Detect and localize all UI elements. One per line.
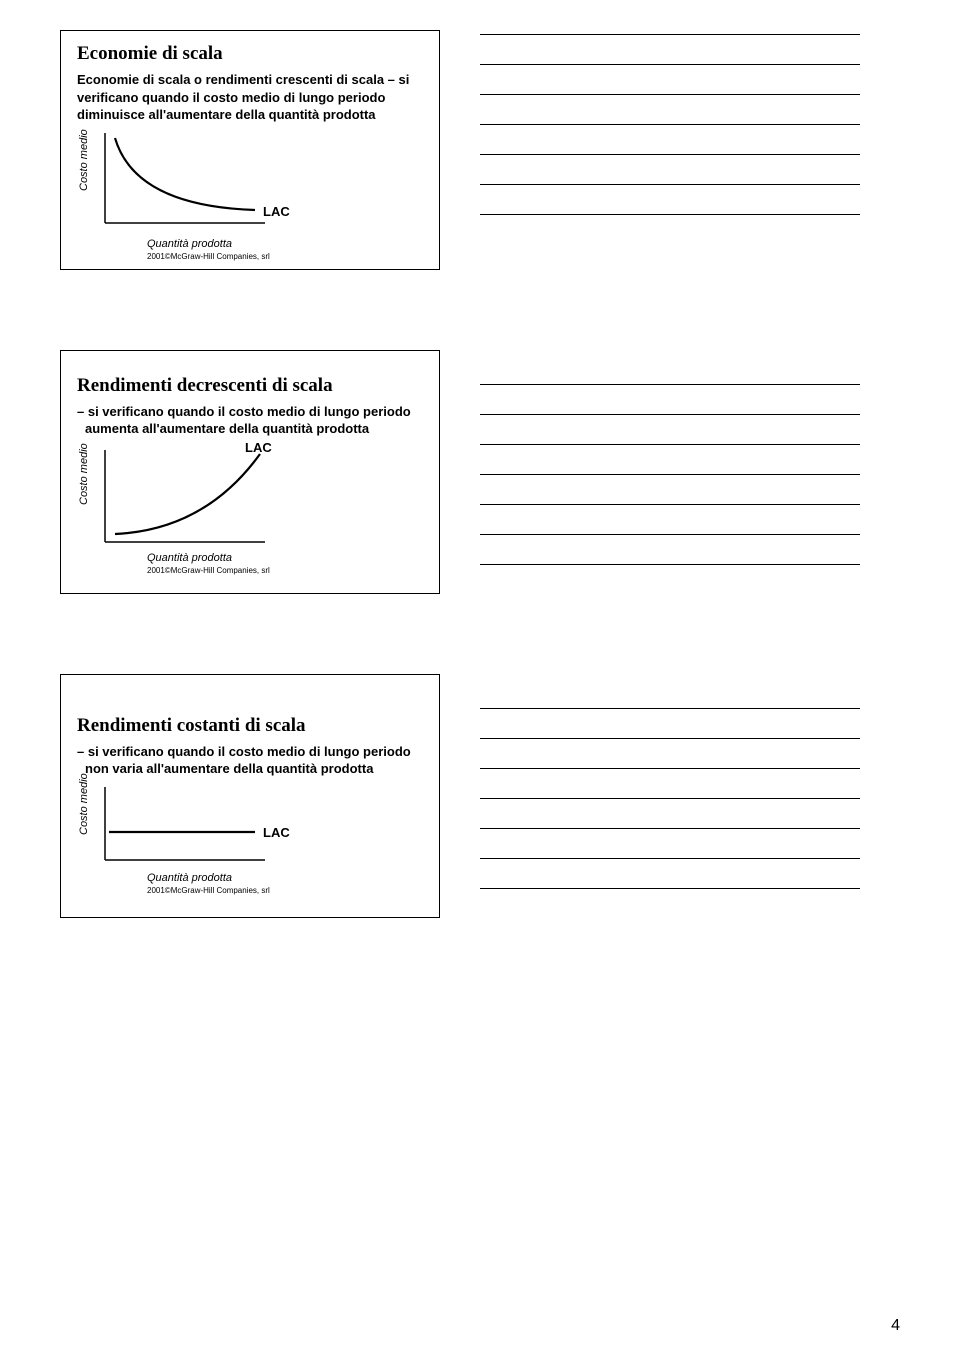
panel-title: Rendimenti decrescenti di scala: [77, 375, 423, 397]
row-3: Rendimenti costanti di scala – si verifi…: [60, 674, 900, 918]
copyright: 2001©McGraw-Hill Companies, srl: [147, 252, 423, 261]
note-line: [480, 858, 860, 859]
page-number: 4: [891, 1317, 900, 1335]
copyright: 2001©McGraw-Hill Companies, srl: [147, 886, 423, 895]
note-line: [480, 534, 860, 535]
note-line: [480, 154, 860, 155]
y-axis-label: Costo medio: [78, 177, 90, 191]
panel-desc: – si verificano quando il costo medio di…: [77, 403, 423, 438]
curve-label: LAC: [263, 825, 290, 840]
note-line: [480, 64, 860, 65]
note-lines-2: [480, 350, 860, 594]
note-line: [480, 798, 860, 799]
chart-economie: LAC: [95, 128, 315, 238]
x-axis-label: Quantità prodotta: [147, 872, 423, 884]
note-line: [480, 708, 860, 709]
x-axis-label: Quantità prodotta: [147, 238, 423, 250]
note-line: [480, 34, 860, 35]
panel-desc: Economie di scala o rendimenti crescenti…: [77, 71, 423, 124]
panel-title: Rendimenti costanti di scala: [77, 715, 423, 737]
note-line: [480, 828, 860, 829]
row-1: Economie di scala Economie di scala o re…: [60, 30, 900, 270]
chart-wrap: Costo medio LAC: [77, 442, 423, 552]
panel-costanti: Rendimenti costanti di scala – si verifi…: [60, 674, 440, 918]
x-axis-label: Quantità prodotta: [147, 552, 423, 564]
note-line: [480, 384, 860, 385]
note-lines-3: [480, 674, 860, 918]
curve-label: LAC: [263, 204, 290, 219]
row-2: Rendimenti decrescenti di scala – si ver…: [60, 350, 900, 594]
note-line: [480, 414, 860, 415]
y-axis-label: Costo medio: [78, 491, 90, 505]
chart-wrap: Costo medio LAC: [77, 128, 423, 238]
note-line: [480, 474, 860, 475]
page: Economie di scala Economie di scala o re…: [0, 0, 960, 1058]
note-line: [480, 738, 860, 739]
note-line: [480, 564, 860, 565]
panel-decrescenti: Rendimenti decrescenti di scala – si ver…: [60, 350, 440, 594]
panel-desc: – si verificano quando il costo medio di…: [77, 743, 423, 778]
y-axis-label: Costo medio: [78, 821, 90, 835]
panel-economie: Economie di scala Economie di scala o re…: [60, 30, 440, 270]
note-line: [480, 124, 860, 125]
note-line: [480, 504, 860, 505]
note-line: [480, 444, 860, 445]
note-line: [480, 888, 860, 889]
copyright: 2001©McGraw-Hill Companies, srl: [147, 566, 423, 575]
note-line: [480, 214, 860, 215]
chart-wrap: Costo medio LAC: [77, 782, 423, 872]
curve-label: LAC: [245, 442, 272, 455]
panel-title: Economie di scala: [77, 43, 423, 65]
note-line: [480, 184, 860, 185]
chart-decrescenti: LAC: [95, 442, 315, 552]
note-line: [480, 94, 860, 95]
note-line: [480, 768, 860, 769]
note-lines-1: [480, 30, 860, 270]
chart-costanti: LAC: [95, 782, 315, 872]
